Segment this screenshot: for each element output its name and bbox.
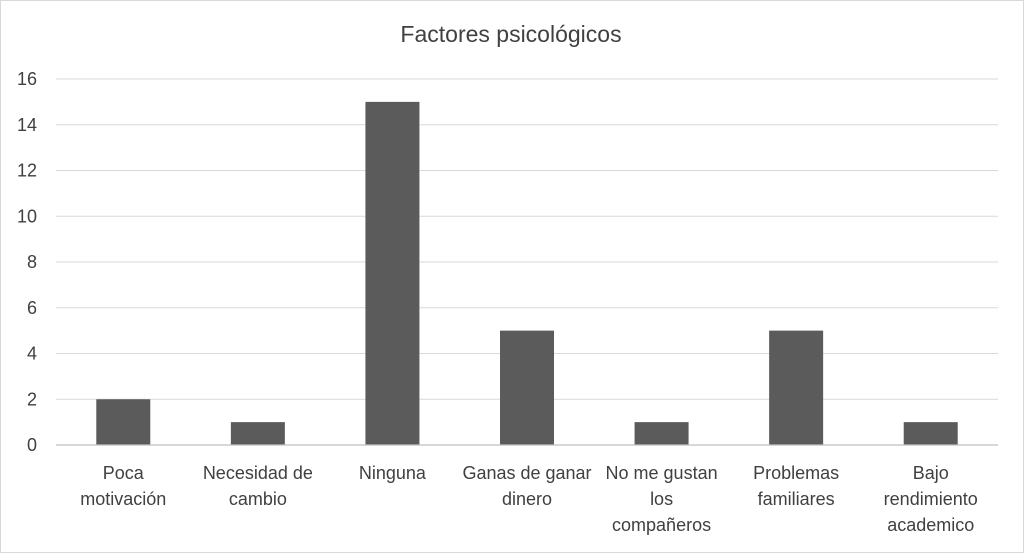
x-category-label-line: familiares [758,489,835,509]
x-category-label: Ninguna [359,463,427,483]
y-tick-label: 0 [27,435,37,455]
y-axis-ticks: 0 2 4 6 8 10 12 14 16 [17,69,37,455]
bar [634,422,689,445]
x-category-label-line: academico [887,515,974,535]
bar [500,330,554,445]
x-category-label: Necesidad de cambio [203,463,313,509]
x-category-label-line: Problemas [753,463,839,483]
x-category-label: No me gustan los compañeros [606,463,718,535]
y-tick-label: 14 [17,115,37,135]
x-category-label: Bajo rendimiento academico [884,463,978,535]
y-tick-label: 2 [27,389,37,409]
x-category-label: Ganas de ganar dinero [462,463,591,509]
y-tick-label: 12 [17,161,37,181]
gridlines [56,78,998,400]
y-tick-label: 10 [17,206,37,226]
x-category-label-line: Poca [103,463,145,483]
y-tick-label: 8 [27,252,37,272]
chart-title: Factores psicológicos [400,21,621,47]
x-category-label-line: compañeros [612,515,711,535]
x-category-label-line: cambio [229,489,287,509]
x-category-label-line: Necesidad de [203,463,313,483]
x-category-label-line: dinero [502,489,552,509]
y-tick-label: 6 [27,298,37,318]
x-category-label-line: No me gustan [606,463,718,483]
bar [96,399,151,445]
x-axis-labels: Poca motivación Necesidad de cambio Ninguna G… [80,463,977,535]
bar [769,330,824,445]
x-category-label-line: Ganas de ganar [462,463,591,483]
x-category-label: Problemas familiares [753,463,839,509]
x-category-label-line: Ninguna [359,463,427,483]
x-category-label-line: Bajo [913,463,949,483]
bar [903,422,958,445]
bars [96,101,958,445]
x-category-label-line: motivación [80,489,166,509]
bar [230,422,285,445]
y-tick-label: 4 [27,344,37,364]
x-category-label: Poca motivación [80,463,166,509]
x-category-label-line: rendimiento [884,489,978,509]
x-category-label-line: los [650,489,673,509]
y-tick-label: 16 [17,69,37,89]
bar [365,101,420,445]
